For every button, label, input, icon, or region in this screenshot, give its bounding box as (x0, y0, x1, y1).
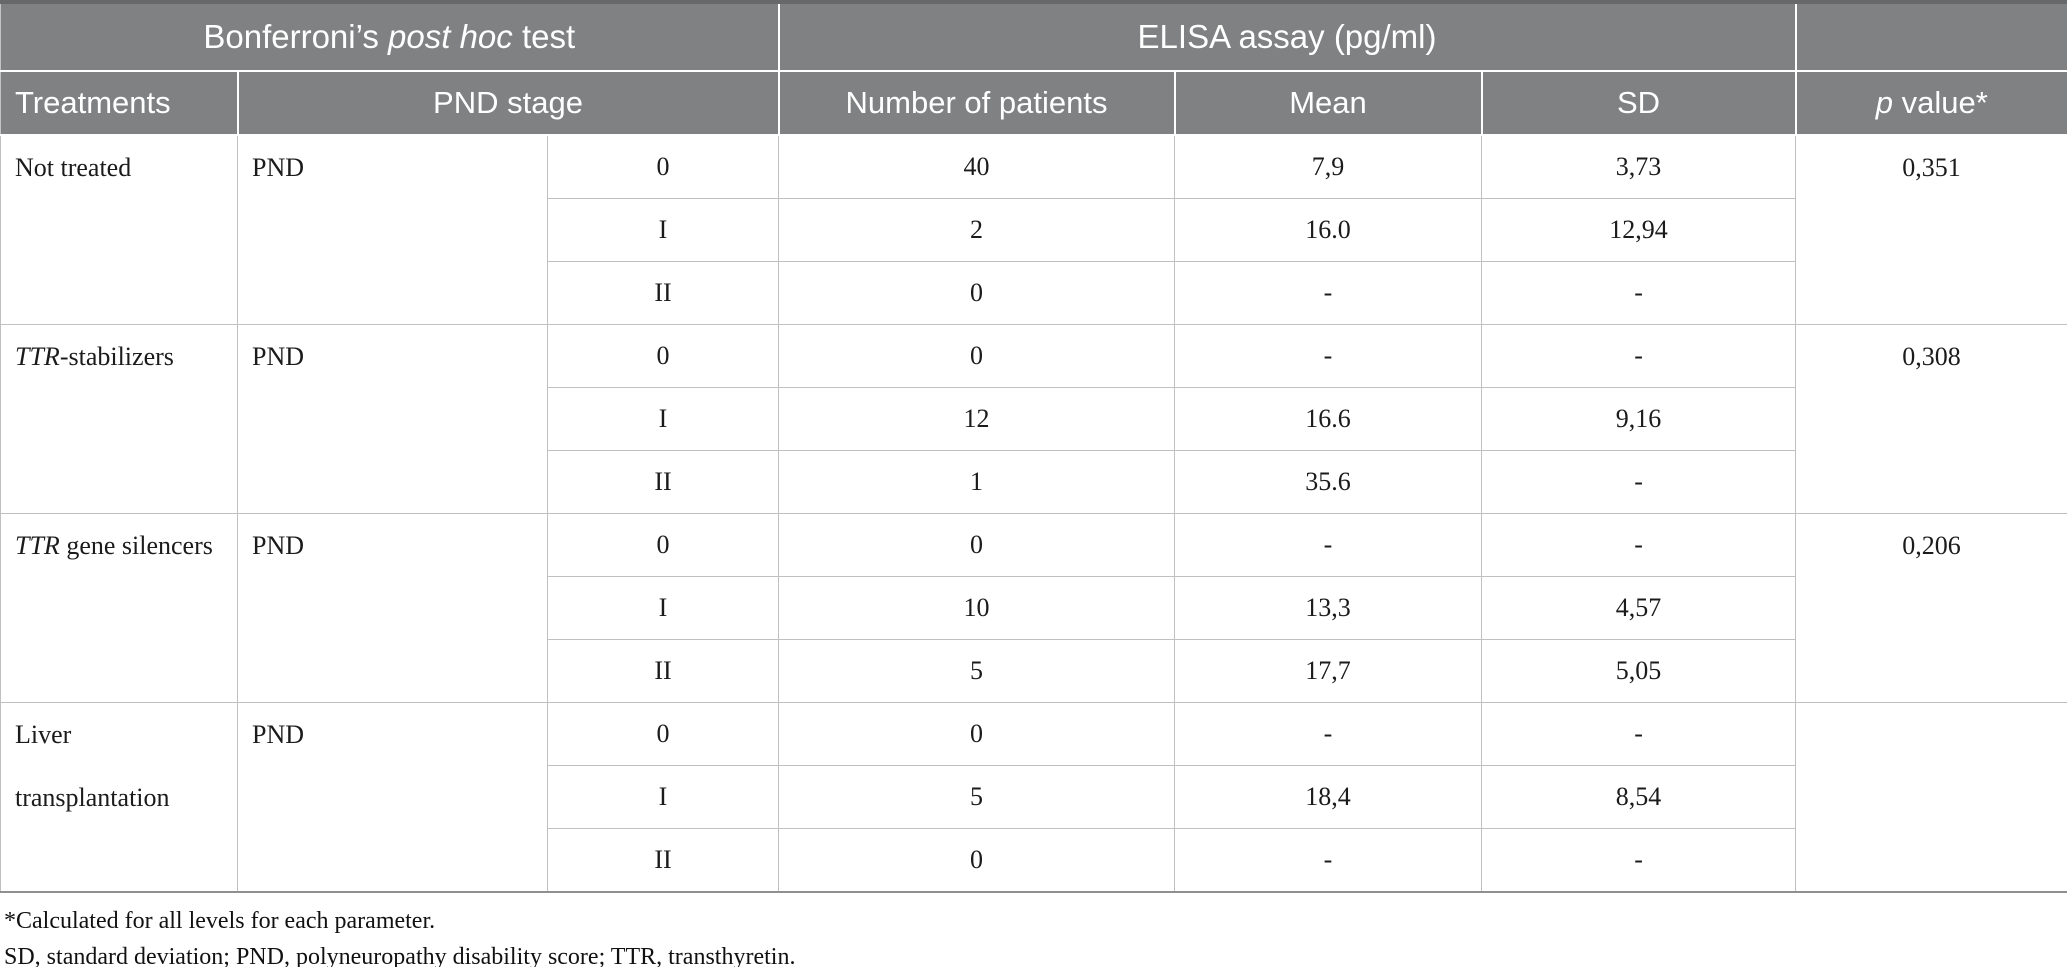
mean-cell: - (1174, 324, 1483, 388)
stage-cell: I (546, 576, 780, 640)
bonferroni-post: test (512, 18, 576, 55)
patients-cell: 10 (778, 576, 1176, 640)
table-row: TTR gene silencers PND 0 0 - - 0,206 (0, 513, 2067, 703)
table-row: I 2 16.0 12,94 (1, 198, 2067, 262)
table-footnotes: *Calculated for all levels for each para… (0, 893, 2067, 967)
mean-cell: 7,9 (1174, 134, 1483, 199)
treatment-cell: Not treated (0, 134, 238, 325)
table-row: Liver transplantation PND 0 0 - - (0, 702, 2067, 893)
sd-cell: 8,54 (1481, 765, 1797, 829)
table-row: Not treated PND 0 40 7,9 3,73 0,351 (0, 134, 2067, 325)
table-body: Not treated PND 0 40 7,9 3,73 0,351 I 2 … (0, 134, 2067, 893)
header-empty-group (1794, 2, 2067, 72)
bonferroni-pre: Bonferroni’s (203, 18, 389, 55)
patients-cell: 1 (778, 450, 1176, 514)
sd-cell: 5,05 (1481, 639, 1797, 703)
stage-cell: I (546, 198, 780, 262)
sd-cell: - (1481, 513, 1797, 577)
patients-cell: 0 (778, 261, 1176, 325)
sd-cell: 9,16 (1481, 387, 1797, 451)
stage-cell: 0 (546, 324, 780, 388)
sd-cell: - (1481, 702, 1797, 766)
patients-cell: 5 (778, 639, 1176, 703)
mean-cell: 35.6 (1174, 450, 1483, 514)
mean-cell: - (1174, 828, 1483, 893)
sd-cell: 12,94 (1481, 198, 1797, 262)
table-row: II 1 35.6 - (1, 450, 2067, 514)
col-header-pvalue: p value* (1794, 70, 2067, 136)
patients-cell: 0 (778, 828, 1176, 893)
table-row: I 5 18,4 8,54 (1, 765, 2067, 829)
sd-cell: - (1481, 450, 1797, 514)
table-row: II 0 - - (1, 261, 2067, 325)
pnd-label-cell: PND (237, 702, 548, 893)
mean-cell: 13,3 (1174, 576, 1483, 640)
stage-cell: II (546, 450, 780, 514)
table-row: TTR-stabilizers PND 0 0 - - 0,308 (0, 324, 2067, 514)
col-header-sd: SD (1480, 70, 1797, 136)
header-group-row: Bonferroni’s post hoc test ELISA assay (… (0, 2, 2067, 72)
pvalue-cell: 0,308 (1795, 324, 2067, 514)
treatment-cell: TTR gene silencers (0, 513, 238, 703)
treatment-cell: Liver transplantation (0, 702, 238, 893)
treatment-italic: TTR (15, 531, 60, 560)
stage-cell: II (546, 828, 780, 893)
sd-cell: - (1481, 324, 1797, 388)
header-elisa-group: ELISA assay (pg/ml) (777, 2, 1797, 72)
treatment-text: gene silencers (59, 531, 213, 560)
table-row: II 0 - - (1, 828, 2067, 893)
stage-cell: 0 (546, 513, 780, 577)
treatment-text: Liver transplantation (15, 720, 170, 812)
col-header-mean: Mean (1173, 70, 1483, 136)
col-header-pnd-stage: PND stage (236, 70, 780, 136)
mean-cell: 16.0 (1174, 198, 1483, 262)
pvalue-cell: 0,206 (1795, 513, 2067, 703)
footnote-asterisk: *Calculated for all levels for each para… (4, 908, 436, 934)
stage-cell: I (546, 765, 780, 829)
patients-cell: 5 (778, 765, 1176, 829)
mean-cell: - (1174, 513, 1483, 577)
mean-cell: - (1174, 702, 1483, 766)
col-header-treatments: Treatments (0, 70, 239, 136)
patients-cell: 2 (778, 198, 1176, 262)
sd-cell: 3,73 (1481, 134, 1797, 199)
treatment-italic: TTR (15, 342, 60, 371)
stage-cell: 0 (546, 134, 780, 199)
bonferroni-elisa-table: Bonferroni’s post hoc test ELISA assay (… (0, 0, 2067, 893)
col-header-patients: Number of patients (777, 70, 1176, 136)
patients-cell: 40 (778, 134, 1176, 199)
sd-cell: - (1481, 828, 1797, 893)
mean-cell: 18,4 (1174, 765, 1483, 829)
patients-cell: 0 (778, 513, 1176, 577)
pnd-label-cell: PND (237, 513, 548, 703)
table-row: II 5 17,7 5,05 (1, 639, 2067, 703)
pnd-label-cell: PND (237, 134, 548, 325)
treatment-text: Not treated (15, 153, 132, 182)
pvalue-cell: 0,351 (1795, 134, 2067, 325)
patients-cell: 0 (778, 324, 1176, 388)
stage-cell: II (546, 261, 780, 325)
stage-cell: I (546, 387, 780, 451)
stage-cell: 0 (546, 702, 780, 766)
pvalue-rest: value* (1893, 85, 1988, 120)
table-header: Bonferroni’s post hoc test ELISA assay (… (0, 2, 2067, 136)
mean-cell: 17,7 (1174, 639, 1483, 703)
pvalue-p-italic: p (1875, 85, 1893, 120)
pnd-label-cell: PND (237, 324, 548, 514)
sd-cell: - (1481, 261, 1797, 325)
header-column-row: Treatments PND stage Number of patients … (0, 70, 2067, 136)
header-bonferroni-group: Bonferroni’s post hoc test (0, 2, 780, 72)
mean-cell: 16.6 (1174, 387, 1483, 451)
bonferroni-italic: post hoc (388, 18, 513, 55)
treatment-text: -stabilizers (59, 342, 174, 371)
patients-cell: 0 (778, 702, 1176, 766)
mean-cell: - (1174, 261, 1483, 325)
pvalue-cell (1795, 702, 2067, 893)
stage-cell: II (546, 639, 780, 703)
patients-cell: 12 (778, 387, 1176, 451)
treatment-cell: TTR-stabilizers (0, 324, 238, 514)
sd-cell: 4,57 (1481, 576, 1797, 640)
footnote-abbreviations: SD, standard deviation; PND, polyneuropa… (4, 944, 796, 967)
